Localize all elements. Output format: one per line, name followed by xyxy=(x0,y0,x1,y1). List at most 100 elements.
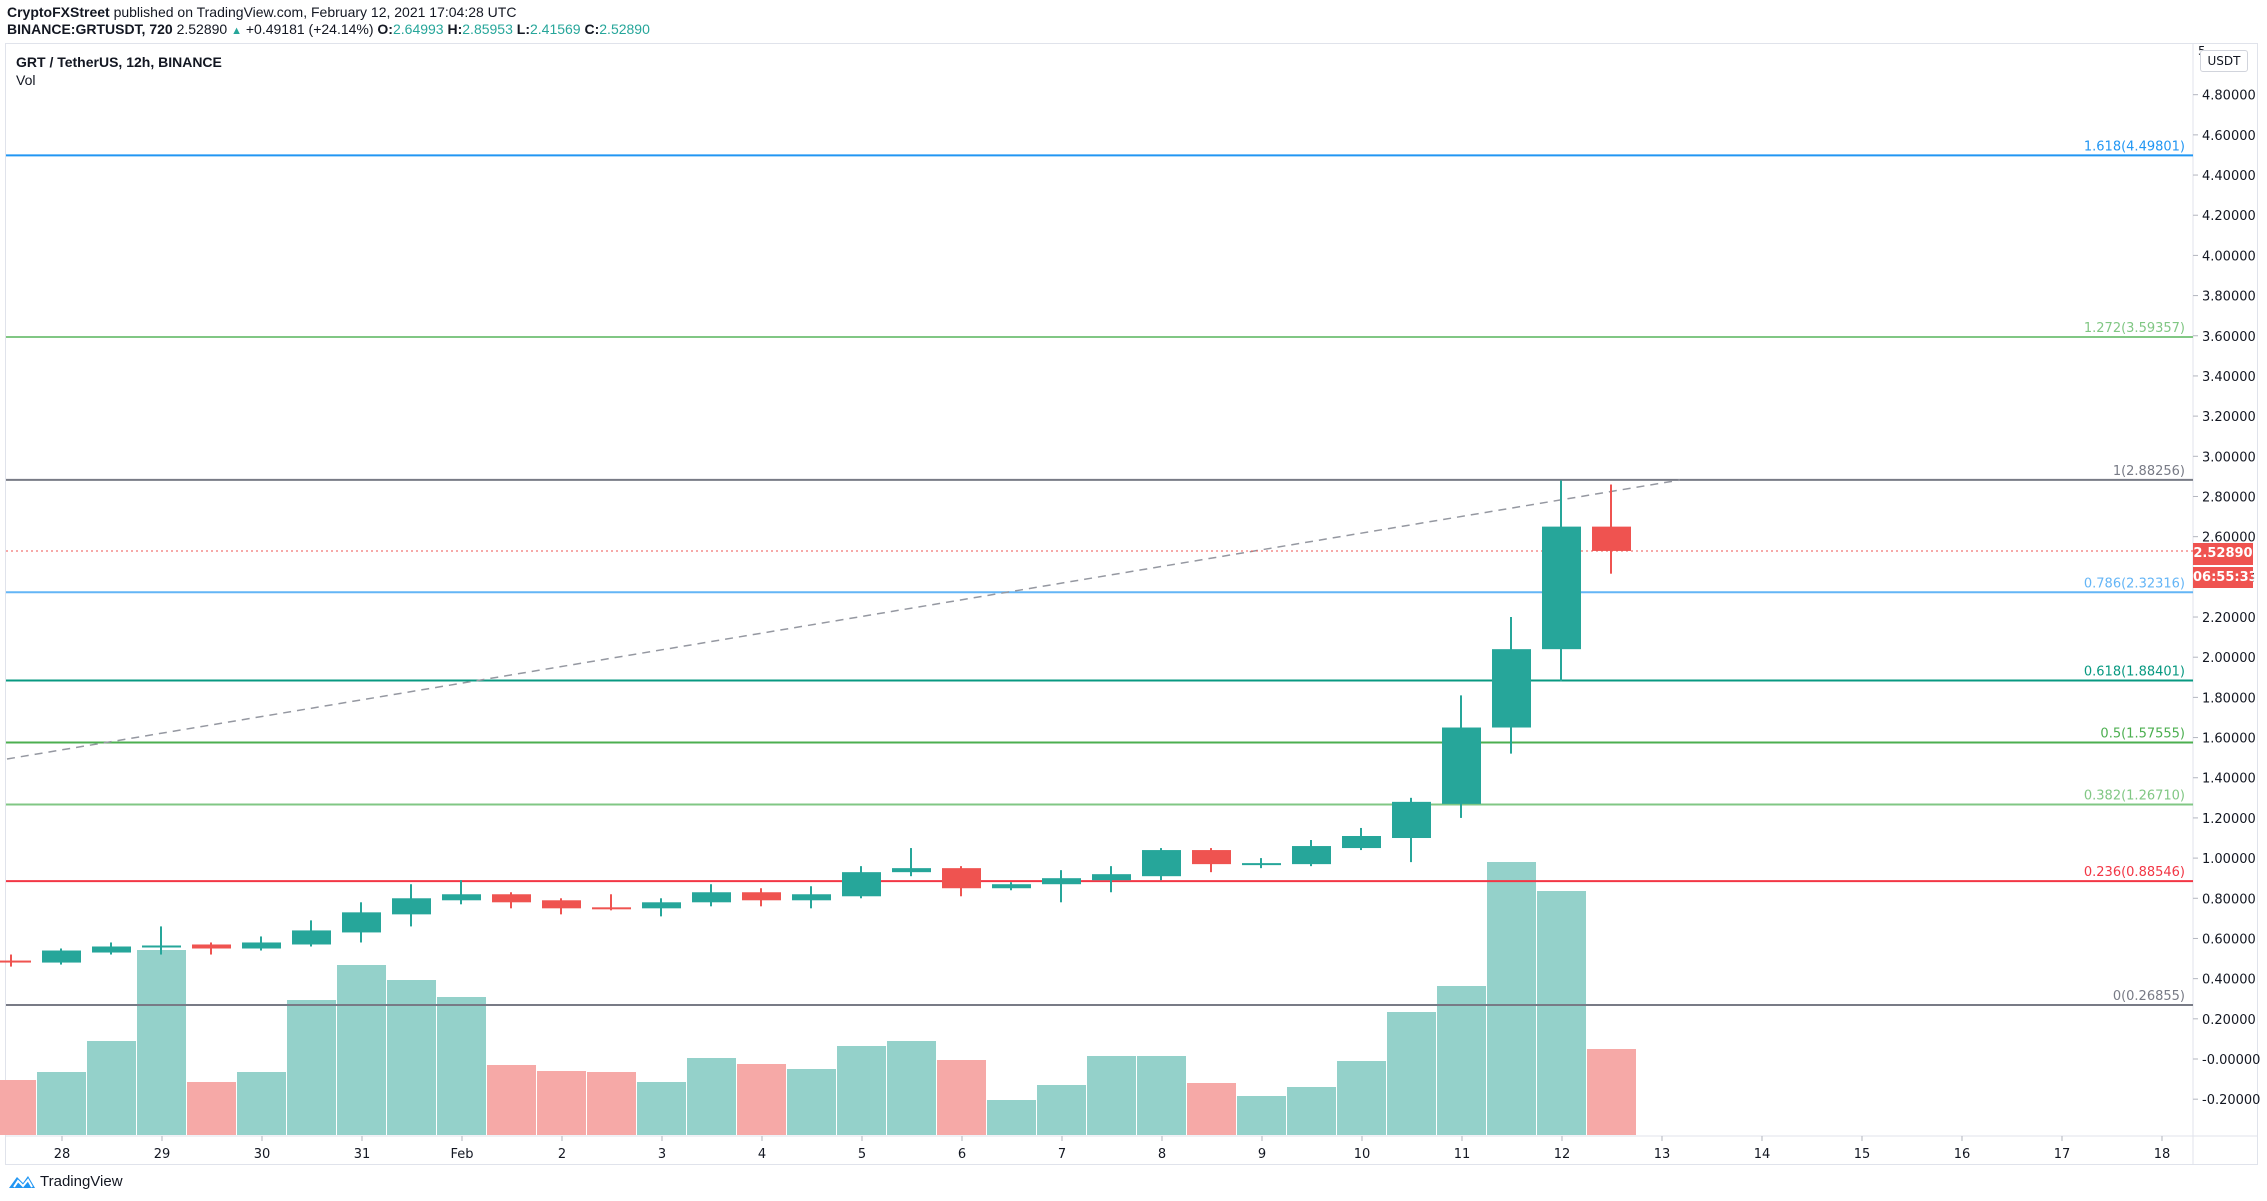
candle-body[interactable] xyxy=(1142,850,1181,877)
candle-body[interactable] xyxy=(342,912,381,933)
price-tick-label: 1.40000 xyxy=(2202,772,2256,787)
trendline[interactable] xyxy=(6,479,1681,760)
candle-body[interactable] xyxy=(92,946,131,953)
currency-button[interactable]: USDT xyxy=(2200,50,2248,72)
time-tick-label: 10 xyxy=(1354,1147,1371,1162)
candle-body[interactable] xyxy=(542,900,581,909)
price-tick-label: 4.20000 xyxy=(2202,209,2256,224)
volume-bar xyxy=(87,1041,136,1135)
candle-body[interactable] xyxy=(1592,526,1631,551)
volume-bar xyxy=(1287,1087,1336,1135)
price-tick-label: 0.40000 xyxy=(2202,973,2256,988)
close-value: 2.52890 xyxy=(599,21,650,37)
time-tick-label: 29 xyxy=(154,1147,171,1162)
candle-body[interactable] xyxy=(1442,727,1481,804)
candle-body[interactable] xyxy=(392,898,431,915)
candle-body[interactable] xyxy=(1192,850,1231,865)
candle-body[interactable] xyxy=(1392,801,1431,839)
candle-body[interactable] xyxy=(1292,846,1331,865)
volume-bar xyxy=(337,965,386,1135)
fib-level-label: 1.272(3.59357) xyxy=(2084,321,2185,336)
candle-body[interactable] xyxy=(642,902,681,909)
time-tick-label: 12 xyxy=(1554,1147,1571,1162)
volume-bar xyxy=(687,1058,736,1135)
price-tick-label: 2.60000 xyxy=(2202,531,2256,546)
price-tick-label: 4.00000 xyxy=(2202,249,2256,264)
fib-level-label: 0(0.26855) xyxy=(2113,989,2185,1004)
candle-body[interactable] xyxy=(1092,874,1131,881)
candle-body[interactable] xyxy=(792,894,831,901)
candle-body[interactable] xyxy=(1492,649,1531,728)
time-tick-label: 16 xyxy=(1954,1147,1971,1162)
time-tick-label: 14 xyxy=(1754,1147,1771,1162)
fib-level-label: 0.5(1.57555) xyxy=(2100,726,2185,741)
legend-volume[interactable]: Vol xyxy=(16,72,36,88)
candle-body[interactable] xyxy=(492,894,531,903)
volume-bar xyxy=(187,1082,236,1135)
candle-body[interactable] xyxy=(742,892,781,901)
time-tick-label: 6 xyxy=(958,1147,966,1162)
candle-body[interactable] xyxy=(1542,526,1581,650)
price-change: +0.49181 (+24.14%) xyxy=(245,21,374,37)
volume-bar xyxy=(837,1046,886,1135)
volume-bar xyxy=(1387,1012,1436,1135)
price-tick-label: 2.00000 xyxy=(2202,651,2256,666)
tradingview-logo[interactable]: TradingView xyxy=(7,1172,123,1190)
candle-body[interactable] xyxy=(992,884,1031,889)
volume-bar xyxy=(387,980,436,1135)
price-tick-label: 4.80000 xyxy=(2202,89,2256,104)
price-tick-label: 3.00000 xyxy=(2202,450,2256,465)
candle-body[interactable] xyxy=(442,894,481,901)
publish-info: CryptoFXStreet published on TradingView.… xyxy=(7,4,516,21)
candle-body[interactable] xyxy=(942,868,981,889)
volume-bar xyxy=(237,1072,286,1135)
candle-body[interactable] xyxy=(692,892,731,903)
candle-body[interactable] xyxy=(842,872,881,897)
volume-bar xyxy=(537,1071,586,1135)
candle-body[interactable] xyxy=(192,944,231,949)
fib-level-label: 0.382(1.26710) xyxy=(2084,788,2185,803)
volume-bar xyxy=(37,1072,86,1135)
volume-bar xyxy=(737,1064,786,1135)
candle-body[interactable] xyxy=(292,930,331,945)
low-label: L: xyxy=(516,21,530,37)
candle-body[interactable] xyxy=(242,942,281,949)
volume-bar xyxy=(637,1082,686,1135)
candle-body[interactable] xyxy=(142,945,181,948)
volume-bar xyxy=(1537,891,1586,1135)
price-tick-label: 3.80000 xyxy=(2202,290,2256,305)
volume-bar xyxy=(1087,1056,1136,1135)
price-tick-label: -0.00000 xyxy=(2202,1053,2260,1068)
candle-body[interactable] xyxy=(892,868,931,873)
candle-body[interactable] xyxy=(1342,836,1381,849)
open-label: O: xyxy=(377,21,393,37)
volume-bar xyxy=(937,1060,986,1135)
time-tick-label: 18 xyxy=(2154,1147,2171,1162)
volume-bar xyxy=(987,1100,1036,1135)
candle-body[interactable] xyxy=(0,960,31,963)
candle-body[interactable] xyxy=(592,907,631,910)
candle-body[interactable] xyxy=(1242,863,1281,866)
time-tick-label: 28 xyxy=(54,1147,71,1162)
candle-body[interactable] xyxy=(1042,878,1081,885)
volume-bar xyxy=(287,1000,336,1135)
published-text: published on TradingView.com, February 1… xyxy=(113,4,517,20)
price-tick-label: 3.40000 xyxy=(2202,370,2256,385)
fib-level-label: 0.786(2.32316) xyxy=(2084,576,2185,591)
price-tick-label: 4.40000 xyxy=(2202,169,2256,184)
symbol-name: BINANCE:GRTUSDT, 720 xyxy=(7,21,173,37)
legend-title[interactable]: GRT / TetherUS, 12h, BINANCE xyxy=(16,54,222,70)
price-tick-label: 4.60000 xyxy=(2202,129,2256,144)
last-price-label: 2.52890 xyxy=(2193,543,2253,565)
time-tick-label: 15 xyxy=(1854,1147,1871,1162)
candle-body[interactable] xyxy=(42,950,81,963)
volume-bar xyxy=(0,1080,36,1135)
close-label: C: xyxy=(584,21,600,37)
time-tick-label: 8 xyxy=(1158,1147,1166,1162)
chart-legend: GRT / TetherUS, 12h, BINANCE Vol xyxy=(16,53,222,89)
price-tick-label: 1.60000 xyxy=(2202,732,2256,747)
open-value: 2.64993 xyxy=(392,21,444,37)
chart-frame xyxy=(5,43,2258,1165)
volume-bar xyxy=(587,1072,636,1135)
